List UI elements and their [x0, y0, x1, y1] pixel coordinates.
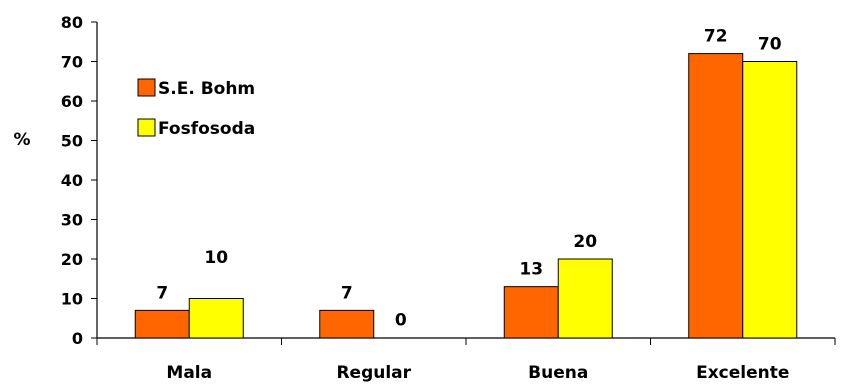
y-axis-label: % [13, 130, 30, 150]
data-label: 20 [573, 232, 597, 252]
data-label: 72 [704, 27, 728, 47]
data-label: 13 [519, 260, 543, 280]
legend-swatch [137, 118, 156, 137]
x-category-labels: Mala Regular Buena Excelente [166, 363, 789, 383]
x-category-label: Regular [336, 363, 411, 383]
bar [688, 53, 744, 339]
x-category-label: Buena [528, 363, 588, 383]
y-tick-label: 40 [61, 171, 83, 190]
y-tick-label: 20 [61, 250, 83, 269]
y-tick-label: 60 [61, 92, 83, 111]
data-label: 0 [395, 310, 407, 330]
y-tick-label: 30 [61, 211, 83, 230]
bars [134, 53, 798, 339]
data-label: 10 [204, 248, 228, 268]
data-label: 7 [341, 283, 353, 303]
bar [503, 286, 559, 339]
x-category-label: Mala [166, 363, 212, 383]
bar [319, 309, 375, 339]
y-tick-label: 10 [61, 290, 83, 309]
legend-swatch [137, 78, 156, 97]
y-tick-labels: 0 10 20 30 40 50 60 70 80 [61, 13, 83, 348]
legend-label: Fosfosoda [158, 119, 255, 139]
bar [742, 61, 798, 339]
data-label: 70 [758, 35, 782, 55]
legend: S.E. Bohm Fosfosoda [137, 78, 255, 139]
bar [134, 309, 190, 339]
y-tick-label: 50 [61, 132, 83, 151]
x-category-label: Excelente [696, 363, 789, 383]
bar [188, 298, 244, 339]
y-tick-label: 70 [61, 53, 83, 72]
data-label: 7 [156, 283, 168, 303]
bar [557, 258, 613, 339]
y-tick-label: 0 [72, 329, 83, 348]
y-tick-label: 80 [61, 13, 83, 32]
legend-label: S.E. Bohm [158, 79, 255, 99]
